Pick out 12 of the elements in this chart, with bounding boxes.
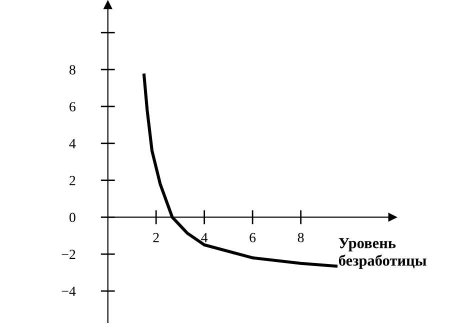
y-tick-label: −4 bbox=[62, 286, 76, 296]
y-tick-label: −2 bbox=[62, 250, 76, 259]
x-tick-label: 8 bbox=[298, 232, 304, 242]
y-tick-label: 0 bbox=[70, 212, 76, 222]
y-tick-label: 8 bbox=[70, 65, 76, 74]
x-tick-label: 6 bbox=[250, 232, 256, 242]
y-tick-label: 6 bbox=[70, 102, 76, 112]
x-tick-label: 2 bbox=[153, 232, 159, 242]
y-tick-label: 2 bbox=[70, 176, 76, 186]
x-axis-title: Уровень безработицы bbox=[338, 238, 426, 269]
y-tick-label: 4 bbox=[69, 139, 76, 148]
x-tick-label: 4 bbox=[201, 232, 208, 242]
